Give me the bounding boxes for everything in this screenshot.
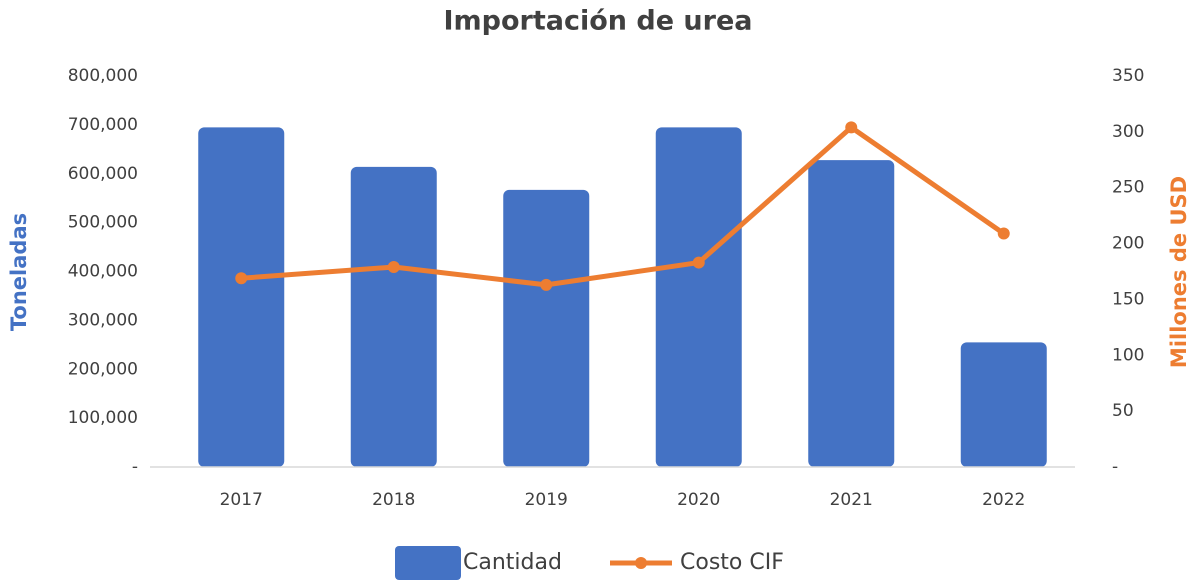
y2-tick-label: 150 (1112, 289, 1144, 309)
line-marker (540, 278, 553, 291)
line-series (241, 124, 1006, 288)
y-tick-label: 800,000 (68, 66, 138, 86)
line-marker (387, 261, 400, 274)
y2-tick-label: - (1112, 457, 1118, 477)
y2-axis-title: Millones de USD (1167, 176, 1191, 368)
y-tick-label: - (132, 457, 138, 477)
legend-label: Costo CIF (680, 550, 784, 575)
x-tick-label: 2019 (525, 490, 568, 510)
y-tick-label: 100,000 (68, 408, 138, 428)
y-axis-title: Toneladas (7, 213, 31, 331)
line-marker (845, 121, 858, 134)
line-marker (997, 227, 1010, 240)
y-tick-label: 500,000 (68, 213, 138, 233)
bar (655, 127, 742, 467)
y-tick-label: 400,000 (68, 262, 138, 282)
y2-tick-label: 300 (1112, 122, 1144, 142)
x-tick-label: 2017 (220, 490, 263, 510)
legend-label: Cantidad (463, 550, 562, 575)
y-tick-label: 300,000 (68, 310, 138, 330)
bar (960, 342, 1047, 467)
y2-tick-label: 100 (1112, 345, 1144, 365)
y-tick-label: 700,000 (68, 115, 138, 135)
y-tick-label: 200,000 (68, 359, 138, 379)
y2-tick-label: 200 (1112, 234, 1144, 254)
y2-tick-label: 50 (1112, 401, 1134, 421)
y2-tick-label: 250 (1112, 178, 1144, 198)
x-tick-label: 2021 (830, 490, 873, 510)
y-tick-label: 600,000 (68, 164, 138, 184)
legend-marker (635, 557, 647, 569)
y2-tick-label: 350 (1112, 66, 1144, 86)
line-marker (692, 256, 705, 269)
x-tick-label: 2022 (982, 490, 1025, 510)
chart-title: Importación de urea (443, 6, 752, 37)
bar (808, 160, 895, 467)
x-tick-label: 2018 (372, 490, 415, 510)
bar (198, 127, 285, 467)
bar (350, 166, 437, 467)
legend-swatch (395, 546, 461, 580)
bar (503, 189, 590, 467)
line-marker (235, 272, 248, 285)
x-tick-label: 2020 (677, 490, 720, 510)
